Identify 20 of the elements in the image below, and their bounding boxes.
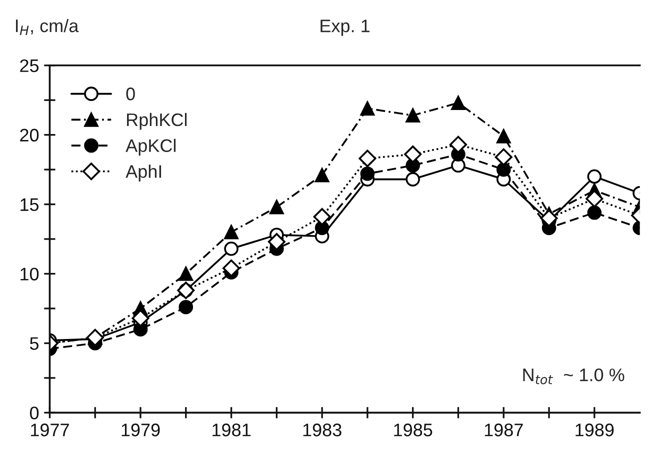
y-axis-title: I$_{H}$, cm/a (16, 18, 79, 35)
y-tick-label: 10 (20, 268, 39, 280)
y-tick-label: 25 (20, 59, 39, 72)
legend-label: 0 (126, 88, 135, 100)
x-tick-label: 1979 (122, 424, 160, 436)
y-tick-label: 0 (30, 406, 39, 420)
y-tick-label: 5 (30, 337, 39, 350)
chart-title: Exp. 1 (320, 20, 370, 36)
x-tick-label: 1987 (484, 424, 523, 436)
x-tick-label: 1983 (303, 424, 342, 436)
y-tick-label: 15 (20, 198, 39, 212)
x-tick-label: 1985 (394, 424, 432, 436)
y-tick-label: 20 (20, 128, 39, 142)
legend-label: AphI (126, 164, 162, 182)
legend-label: ApKCl (126, 138, 176, 156)
x-tick-label: 1989 (576, 424, 614, 436)
x-tick-label: 1977 (31, 424, 69, 436)
annotation: N$_{tot}$ ~ 1.0 % (523, 368, 624, 384)
legend-label: RphKCl (127, 112, 187, 130)
x-tick-label: 1981 (212, 424, 250, 436)
